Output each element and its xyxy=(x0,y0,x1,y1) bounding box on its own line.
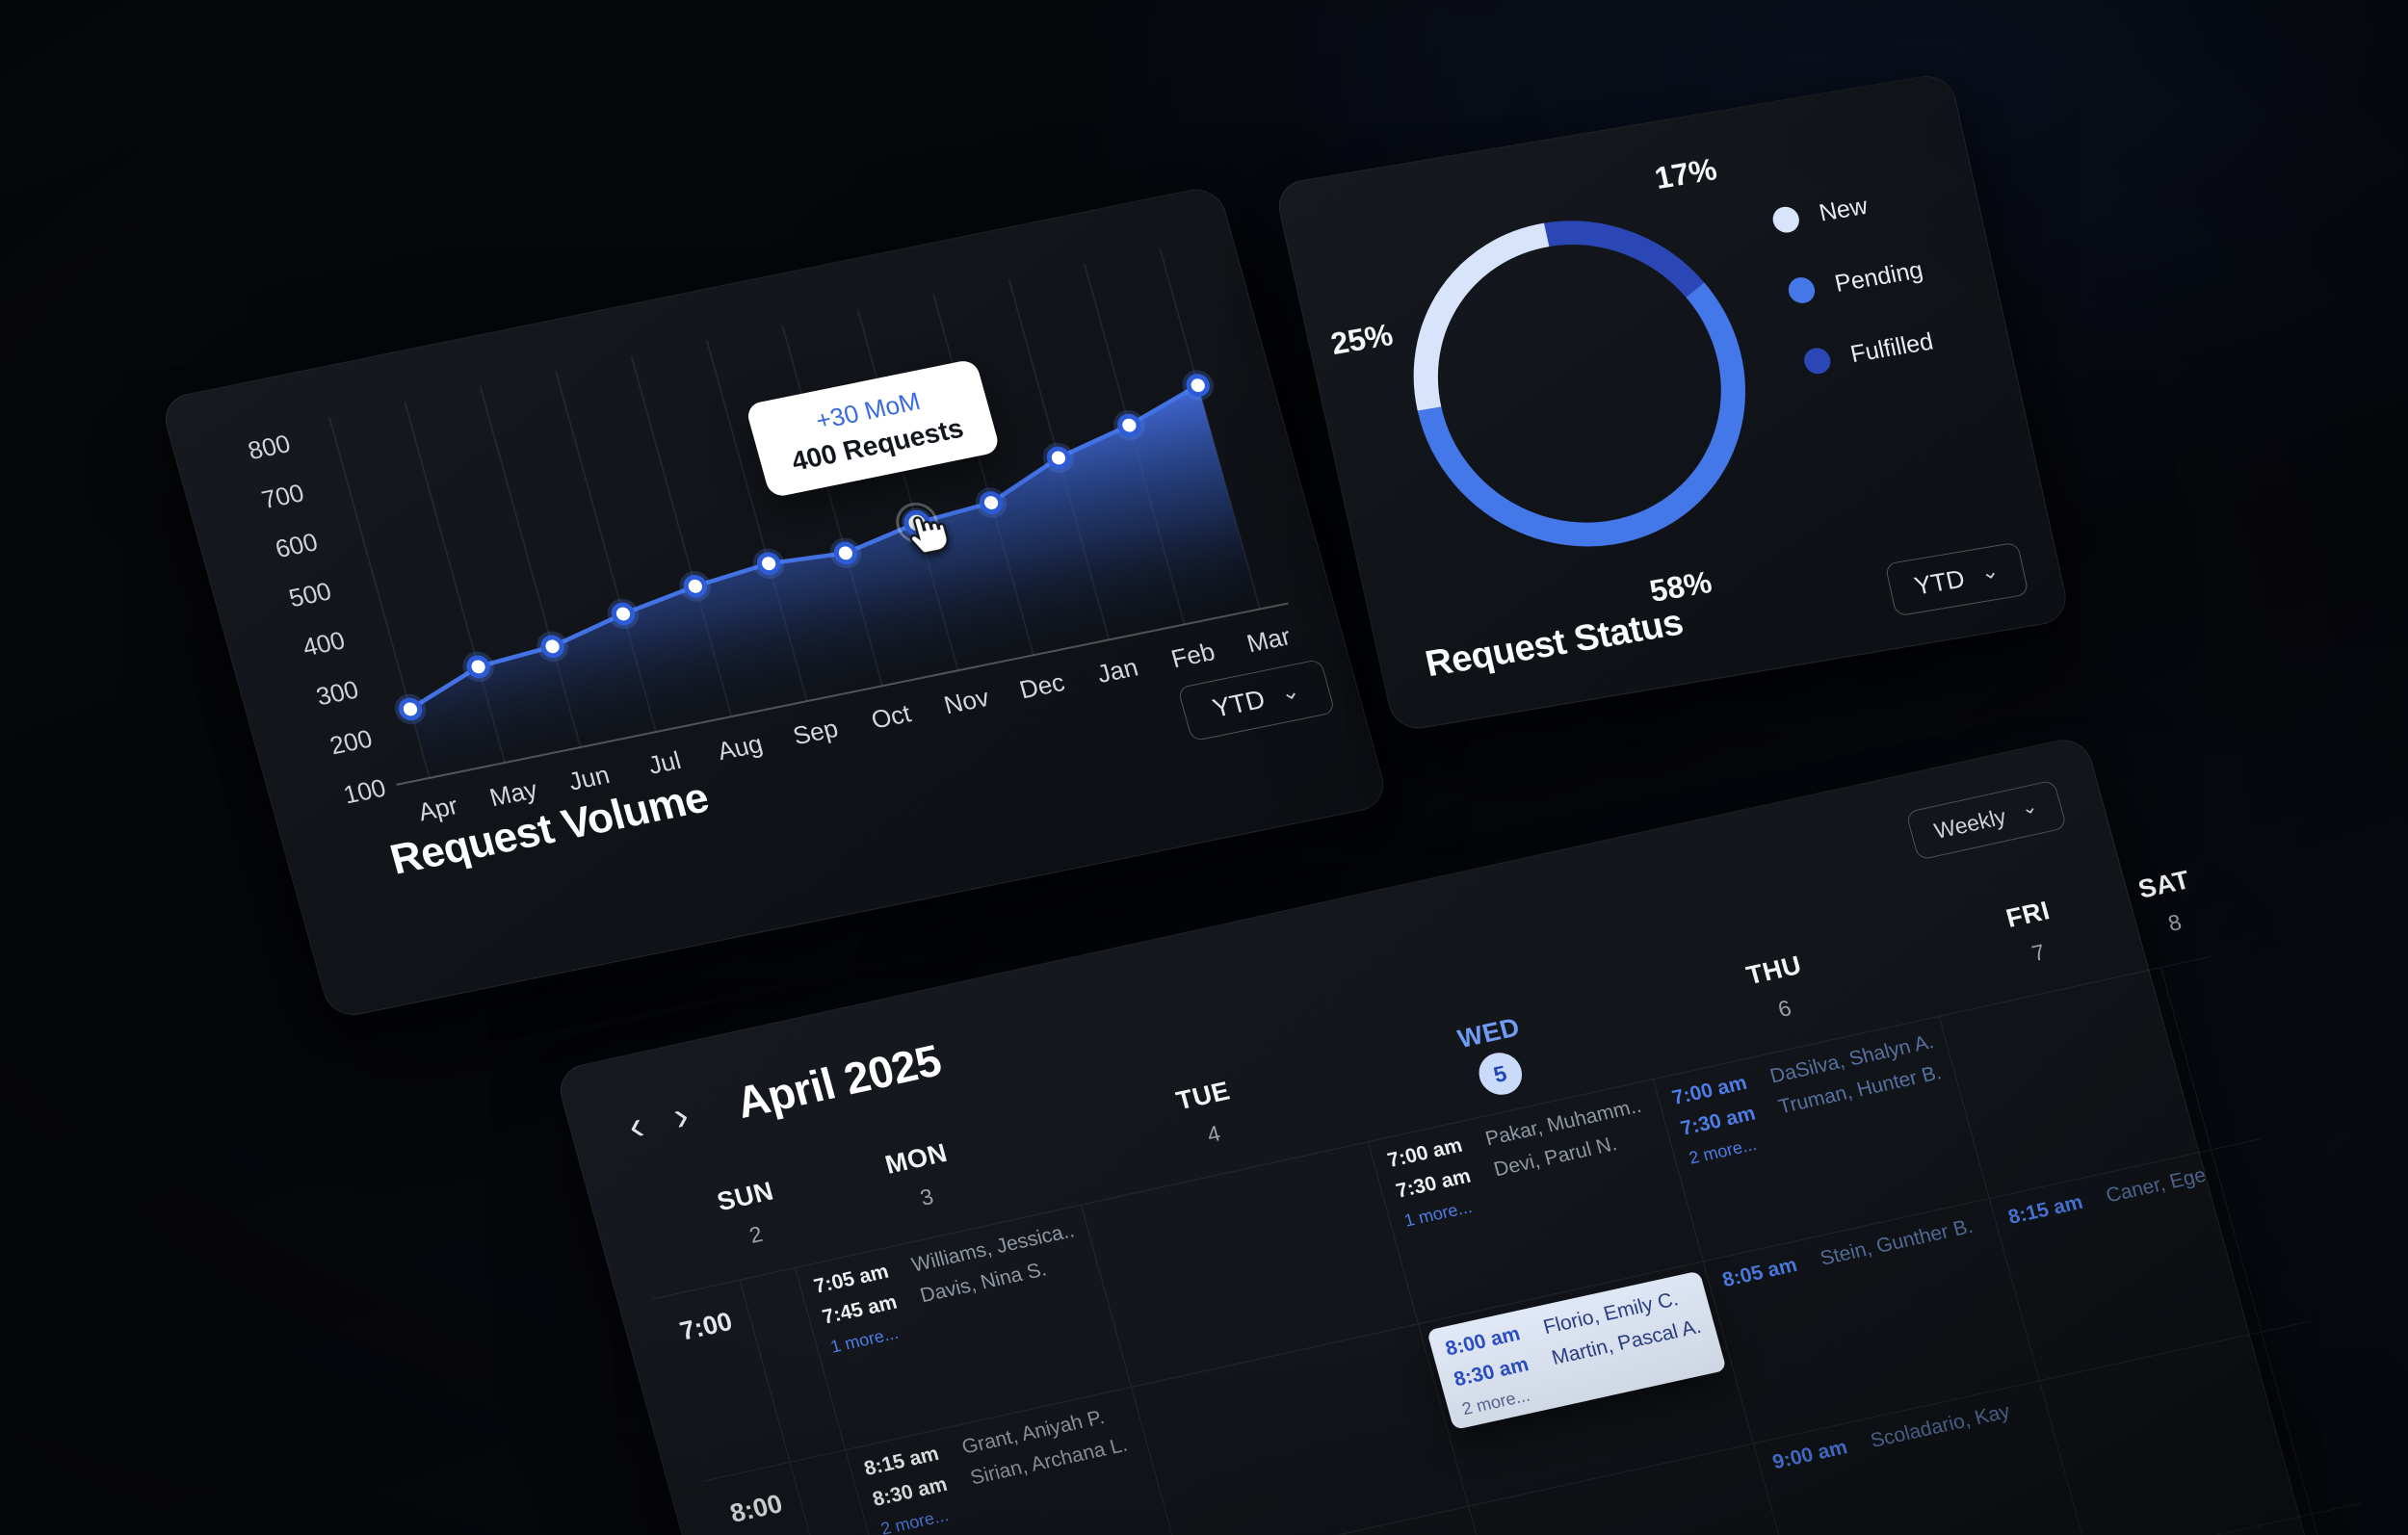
donut-segment-fulfilled[interactable] xyxy=(1397,210,1763,558)
x-axis-label: Sep xyxy=(790,714,841,750)
x-axis-label: Jan xyxy=(1094,653,1141,689)
event-name: Caner, Ege xyxy=(2104,1163,2209,1208)
day-date: 2 xyxy=(746,1221,766,1248)
calendar-month-title: April 2025 xyxy=(730,1034,947,1128)
y-axis-label: 200 xyxy=(327,724,376,761)
data-point[interactable] xyxy=(683,574,708,598)
x-axis-label: May xyxy=(486,774,540,812)
x-axis-label: Dec xyxy=(1016,667,1067,704)
day-date: 8 xyxy=(2165,909,2185,936)
data-point[interactable] xyxy=(466,655,490,679)
legend-item-fulfilled: Fulfilled xyxy=(1801,327,1941,377)
y-axis-label: 800 xyxy=(245,429,294,465)
request-volume-card: Apr May Jun Jul Aug Sep Oct Nov Dec Jan Feb Mar 800 7… xyxy=(159,184,1391,1021)
calendar-grid: SUN 2 MON 3 TUE 4 WED 5 THU 6 FRI 7 SAT 8 7:00 7:05 am W… xyxy=(624,865,2408,1535)
event-time: 9:00 am xyxy=(1769,1436,1850,1474)
calendar-view-value: Weekly xyxy=(1931,803,2009,844)
y-axis-label: 400 xyxy=(300,626,349,663)
legend-dot-icon xyxy=(1786,275,1818,305)
day-name: SUN xyxy=(714,1176,777,1217)
x-axis-label: Nov xyxy=(941,683,992,719)
y-axis-label: 100 xyxy=(340,773,389,810)
x-axis-label: Apr xyxy=(415,791,461,826)
request-status-card: 17% 25% 58% New Pending Fulfilled Request … xyxy=(1273,71,2072,733)
data-point[interactable] xyxy=(979,491,1004,514)
data-point[interactable] xyxy=(1046,446,1071,470)
event-time: 8:05 am xyxy=(1719,1254,1800,1292)
chevron-down-icon: ⌄ xyxy=(1277,677,1302,706)
request-status-donut-chart xyxy=(1363,171,1796,595)
x-axis-label: Jul xyxy=(645,745,685,780)
legend-item-pending: Pending xyxy=(1786,256,1925,306)
data-point[interactable] xyxy=(833,541,858,565)
x-axis-label: Jun xyxy=(565,760,613,795)
day-date: 5 xyxy=(1474,1049,1527,1100)
area-fill xyxy=(409,385,1261,778)
x-axis-label: Mar xyxy=(1243,621,1294,658)
donut-segment-new[interactable] xyxy=(1397,210,1763,558)
donut-segment-pending[interactable] xyxy=(1363,171,1796,595)
y-axis-label: 700 xyxy=(258,478,307,514)
event-time: 8:15 am xyxy=(2005,1190,2085,1229)
chevron-right-icon: › xyxy=(667,1092,694,1139)
data-point[interactable] xyxy=(756,552,781,576)
data-point[interactable] xyxy=(1117,413,1141,437)
y-axis-label: 500 xyxy=(286,577,335,613)
chevron-left-icon: ‹ xyxy=(622,1102,649,1149)
data-point[interactable] xyxy=(611,602,636,626)
y-axis-label: 300 xyxy=(313,675,362,712)
legend-label: Fulfilled xyxy=(1847,327,1936,369)
trend-line xyxy=(408,383,1199,712)
y-axis-label: 600 xyxy=(272,528,321,564)
status-range-value: YTD xyxy=(1911,563,1968,600)
chevron-down-icon: ⌄ xyxy=(1977,558,2002,585)
chevron-down-icon: ⌄ xyxy=(2018,795,2040,820)
x-axis-label: Oct xyxy=(868,698,914,734)
pointer-cursor-icon xyxy=(909,516,949,555)
data-point[interactable] xyxy=(398,697,423,721)
legend-dot-icon xyxy=(1769,204,1802,235)
request-volume-chart: Apr May Jun Jul Aug Sep Oct Nov Dec Jan Feb Mar 800 7… xyxy=(245,247,1294,826)
volume-range-value: YTD xyxy=(1209,684,1269,723)
day-name: SAT xyxy=(2134,865,2193,904)
x-axis-label: Feb xyxy=(1168,637,1218,673)
legend-dot-icon xyxy=(1801,346,1833,377)
x-axis-label: Aug xyxy=(715,729,766,766)
legend-label: Pending xyxy=(1832,256,1925,298)
data-point[interactable] xyxy=(540,635,564,659)
data-point[interactable] xyxy=(1186,374,1210,397)
